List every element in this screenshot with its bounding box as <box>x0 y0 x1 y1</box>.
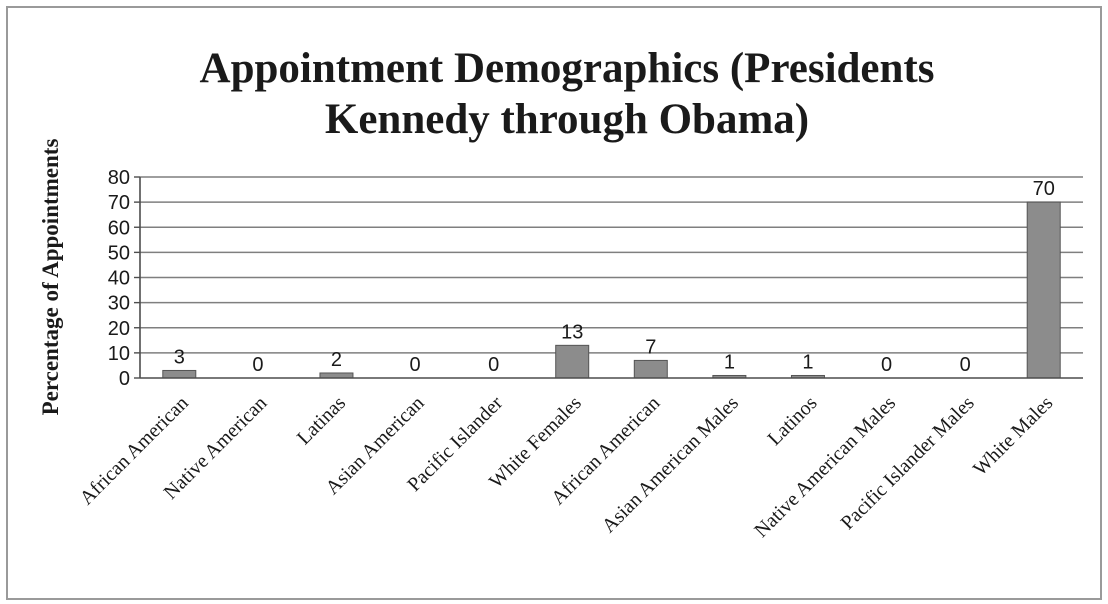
data-label: 2 <box>331 349 342 371</box>
chart-title-line-1: Appointment Demographics (Presidents <box>200 45 935 92</box>
x-tick-label: Native American Males <box>750 392 900 542</box>
x-tick-label: Asian American Males <box>598 392 743 537</box>
x-tick-label: Latinas <box>293 392 350 449</box>
data-label: 0 <box>488 354 499 376</box>
y-tick-label: 70 <box>108 192 130 214</box>
bar <box>556 345 589 378</box>
y-tick-label: 30 <box>108 293 130 315</box>
data-label: 13 <box>561 321 583 343</box>
bar <box>634 360 667 378</box>
data-label: 0 <box>409 354 420 376</box>
x-tick-label: White Males <box>969 392 1057 480</box>
data-label: 0 <box>881 354 892 376</box>
data-label: 1 <box>724 351 735 373</box>
y-tick-label: 20 <box>108 318 130 340</box>
data-label: 70 <box>1033 178 1055 200</box>
data-label: 3 <box>174 346 185 368</box>
data-label: 1 <box>802 351 813 373</box>
y-tick-label: 50 <box>108 242 130 264</box>
y-tick-label: 60 <box>108 217 130 239</box>
y-tick-label: 80 <box>108 167 130 189</box>
chart-title-line-2: Kennedy through Obama) <box>325 96 809 143</box>
y-tick-label: 0 <box>119 368 130 390</box>
bars <box>163 202 1060 378</box>
y-tick-label: 40 <box>108 268 130 290</box>
gridlines <box>140 177 1083 353</box>
x-tick-label: Pacific Islander Males <box>837 392 979 534</box>
x-tick-label: Latinos <box>764 392 822 450</box>
y-tick-label: 10 <box>108 343 130 365</box>
data-label: 0 <box>960 354 971 376</box>
chart-title: Appointment Demographics (Presidents Ken… <box>200 45 935 143</box>
y-tick-labels: 0 10 20 30 40 50 60 70 80 <box>108 167 130 390</box>
bar <box>163 370 196 378</box>
data-label: 0 <box>252 354 263 376</box>
y-axis-label: Percentage of Appointments <box>38 139 63 416</box>
data-label: 7 <box>645 336 656 358</box>
bar <box>1027 202 1060 378</box>
